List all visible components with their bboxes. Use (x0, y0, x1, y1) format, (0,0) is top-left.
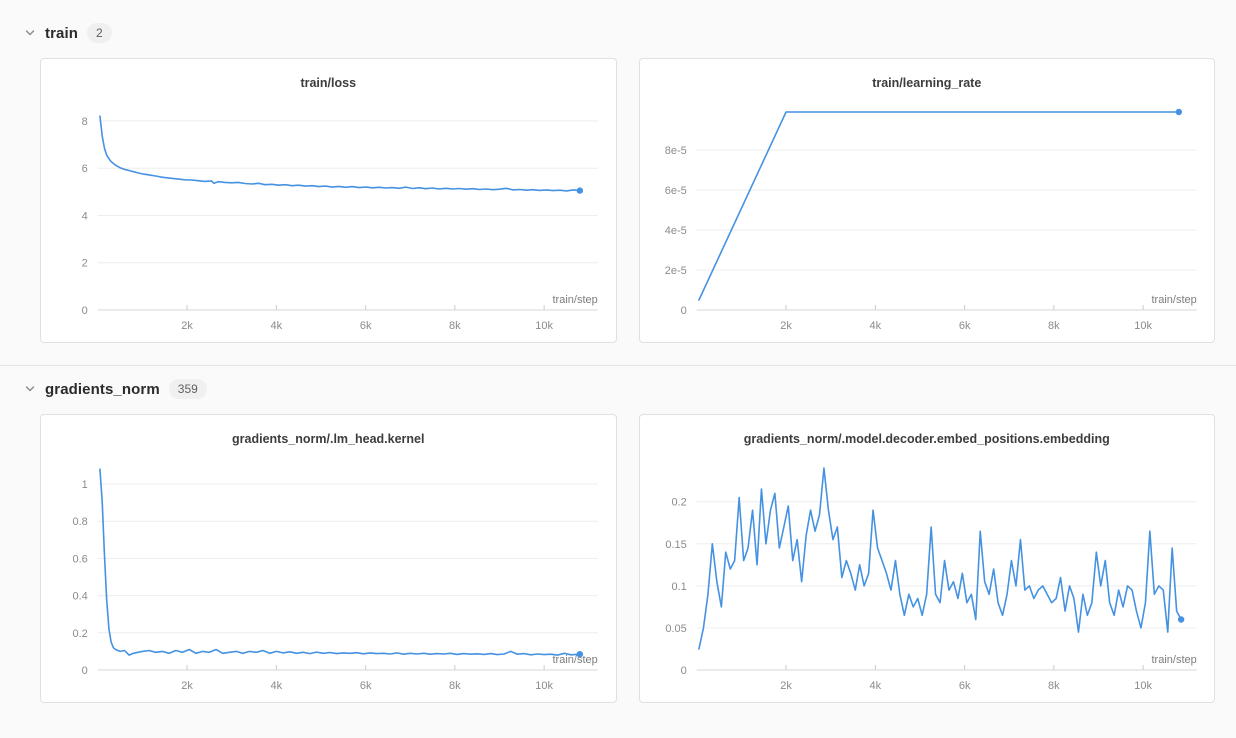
charts-row: train/loss 0 2 4 6 8 2k 4k 6k 8k 10k train/step tr… (40, 58, 1215, 343)
chevron-down-icon[interactable] (24, 383, 36, 395)
svg-text:0.8: 0.8 (72, 516, 87, 528)
svg-text:0.15: 0.15 (665, 539, 686, 551)
chart-card-lm-head-kernel[interactable]: gradients_norm/.lm_head.kernel 0 0.2 0.4 0.… (40, 414, 617, 703)
section-train: train 2 train/loss 0 2 4 6 8 2k 4k 6k 8k 10k train… (0, 10, 1236, 343)
section-title: gradients_norm (45, 380, 160, 398)
svg-text:0: 0 (82, 665, 88, 677)
svg-text:8k: 8k (449, 320, 461, 332)
svg-text:train/step: train/step (1151, 654, 1196, 666)
svg-text:0.6: 0.6 (72, 553, 87, 565)
svg-text:2k: 2k (780, 320, 792, 332)
chart-title: gradients_norm/.model.decoder.embed_posi… (743, 432, 1110, 446)
svg-text:0: 0 (680, 305, 686, 317)
svg-text:0.2: 0.2 (72, 628, 87, 640)
svg-text:0: 0 (82, 305, 88, 317)
svg-text:6k: 6k (958, 680, 970, 692)
chevron-down-icon[interactable] (24, 27, 36, 39)
svg-text:8k: 8k (1048, 320, 1060, 332)
section-title: train (45, 24, 79, 42)
svg-text:0: 0 (680, 665, 686, 677)
svg-text:2k: 2k (181, 320, 193, 332)
svg-text:6k: 6k (360, 320, 372, 332)
svg-text:8k: 8k (449, 680, 461, 692)
svg-text:10k: 10k (535, 680, 553, 692)
svg-text:4k: 4k (869, 320, 881, 332)
svg-text:2k: 2k (780, 680, 792, 692)
section-gradients-norm: gradients_norm 359 gradients_norm/.lm_he… (0, 366, 1236, 703)
svg-text:1: 1 (82, 479, 88, 491)
chart-title: train/learning_rate (872, 76, 982, 90)
svg-text:6k: 6k (360, 680, 372, 692)
svg-text:8: 8 (82, 116, 88, 128)
section-header: train 2 (0, 10, 1236, 56)
svg-text:6e-5: 6e-5 (664, 185, 686, 197)
svg-text:4: 4 (82, 211, 88, 223)
svg-text:8k: 8k (1048, 680, 1060, 692)
line-chart-embed-positions[interactable]: 0 0.05 0.1 0.15 0.2 2k 4k 6k 8k 10k train/step (640, 450, 1215, 702)
svg-text:10k: 10k (1134, 320, 1152, 332)
svg-text:2: 2 (82, 258, 88, 270)
svg-text:8e-5: 8e-5 (664, 145, 686, 157)
chart-title: gradients_norm/.lm_head.kernel (232, 432, 425, 446)
chart-card-train-loss[interactable]: train/loss 0 2 4 6 8 2k 4k 6k 8k 10k train/step (40, 58, 617, 343)
section-header: gradients_norm 359 (0, 366, 1236, 412)
svg-text:0.2: 0.2 (671, 497, 686, 509)
svg-text:train/step: train/step (553, 654, 598, 666)
svg-text:6: 6 (82, 163, 88, 175)
metrics-page: train 2 train/loss 0 2 4 6 8 2k 4k 6k 8k 10k train… (0, 10, 1236, 703)
svg-text:10k: 10k (535, 320, 553, 332)
charts-row: gradients_norm/.lm_head.kernel 0 0.2 0.4 0.… (40, 414, 1215, 703)
svg-text:train/step: train/step (1151, 294, 1196, 306)
chart-card-embed-positions[interactable]: gradients_norm/.model.decoder.embed_posi… (638, 414, 1215, 703)
panel-count-badge: 359 (168, 379, 207, 399)
chart-title: train/loss (300, 76, 357, 90)
svg-text:4k: 4k (271, 320, 283, 332)
svg-text:4k: 4k (271, 680, 283, 692)
svg-text:10k: 10k (1134, 680, 1152, 692)
svg-text:4k: 4k (869, 680, 881, 692)
chart-card-train-learning-rate[interactable]: train/learning_rate 0 2e-5 4e-5 6e-5 8e-5 2k 4… (638, 58, 1215, 343)
svg-text:2e-5: 2e-5 (664, 265, 686, 277)
line-chart-train-loss[interactable]: 0 2 4 6 8 2k 4k 6k 8k 10k train/step (41, 94, 616, 342)
svg-text:6k: 6k (958, 320, 970, 332)
svg-text:0.05: 0.05 (665, 623, 686, 635)
svg-text:0.1: 0.1 (671, 581, 686, 593)
panel-count-badge: 2 (87, 23, 112, 43)
line-chart-train-learning-rate[interactable]: 0 2e-5 4e-5 6e-5 8e-5 2k 4k 6k 8k 10k train/step (640, 94, 1215, 342)
svg-text:4e-5: 4e-5 (664, 225, 686, 237)
section-divider (0, 365, 1236, 366)
svg-text:train/step: train/step (553, 294, 598, 306)
svg-text:0.4: 0.4 (72, 591, 87, 603)
line-chart-lm-head-kernel[interactable]: 0 0.2 0.4 0.6 0.8 1 2k 4k 6k 8k 10k train/step (41, 450, 616, 702)
svg-text:2k: 2k (181, 680, 193, 692)
